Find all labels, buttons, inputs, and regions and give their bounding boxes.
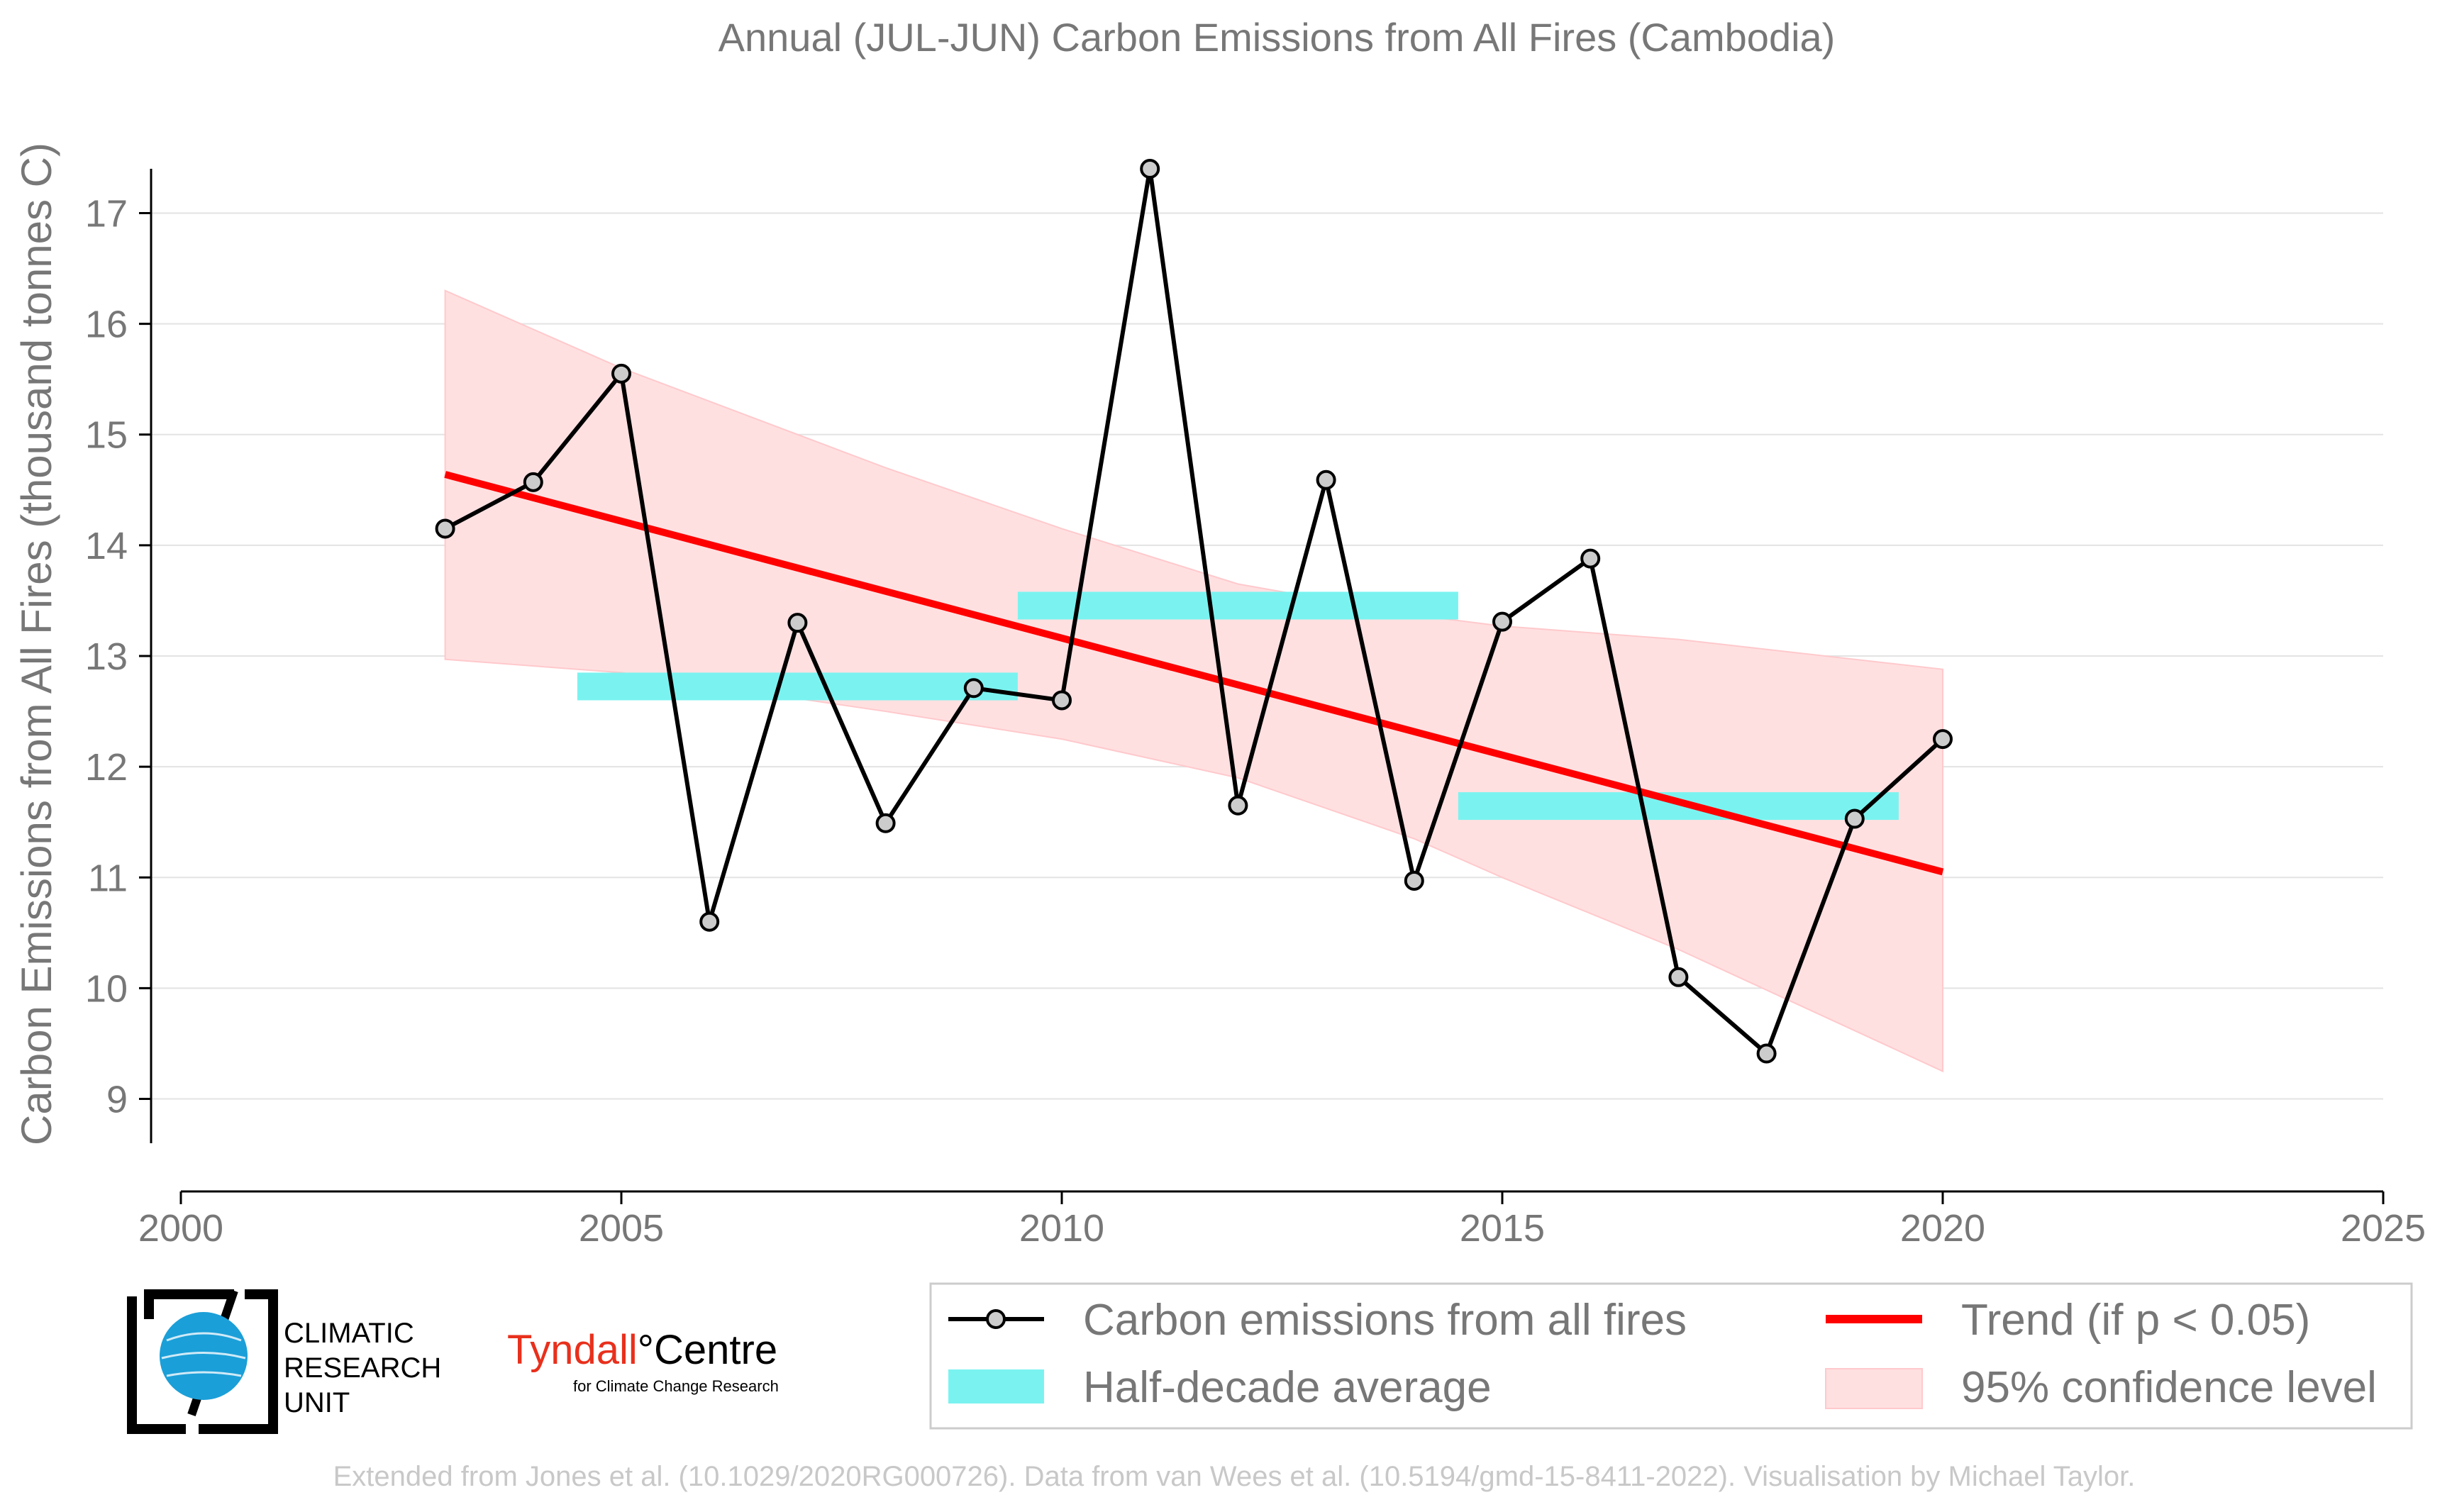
svg-text:Tyndall°Centre: Tyndall°Centre [507, 1327, 777, 1373]
data-point-2006 [699, 911, 720, 932]
data-point-2018 [1756, 1043, 1777, 1064]
legend-item-trend: Trend (if p < 0.05) [1826, 1296, 2310, 1345]
trend-line [444, 471, 1944, 876]
cru-logo-text-3: UNIT [284, 1387, 350, 1418]
xtick-label-2020: 2020 [1900, 1207, 1985, 1250]
confidence-band-layer [444, 289, 1943, 1073]
tyndall-name-1: Tyndall [507, 1327, 638, 1373]
ytick-label-15: 15 [85, 414, 128, 457]
y-axis-ticks: 9 10 11 12 13 14 15 16 17 [85, 192, 151, 1121]
data-point-2017 [1668, 967, 1689, 987]
xtick-label-2010: 2010 [1019, 1207, 1104, 1250]
half-decade-band-3 [1458, 792, 1899, 821]
ytick-label-10: 10 [85, 967, 128, 1010]
data-point-2010 [1052, 690, 1072, 711]
legend-item-half-decade: Half-decade average [948, 1363, 1492, 1412]
ytick-label-9: 9 [106, 1079, 128, 1121]
data-point-2003 [435, 518, 455, 539]
data-point-2009 [963, 678, 984, 699]
data-point-2005 [611, 363, 631, 384]
ytick-label-13: 13 [85, 635, 128, 678]
legend-marker-emissions [986, 1309, 1006, 1329]
data-point-2020 [1933, 729, 1953, 750]
legend-label-trend: Trend (if p < 0.05) [1961, 1296, 2310, 1345]
legend-item-emissions: Carbon emissions from all fires [948, 1296, 1687, 1345]
cru-logo-frame [127, 1289, 278, 1434]
ytick-label-17: 17 [85, 192, 128, 235]
emissions-series-layer [435, 159, 1953, 1064]
data-point-2013 [1316, 469, 1336, 490]
data-point-2004 [523, 472, 543, 492]
legend-label-half-decade: Half-decade average [1083, 1363, 1492, 1412]
x-axis-ticks: 2000 2005 2010 2015 2020 2025 [138, 1191, 2426, 1250]
ytick-label-16: 16 [85, 304, 128, 346]
data-point-2016 [1580, 548, 1601, 569]
data-point-2008 [875, 813, 896, 833]
data-point-2011 [1140, 159, 1160, 179]
footer-credit: Extended from Jones et al. (10.1029/2020… [333, 1461, 2136, 1492]
data-point-2007 [787, 613, 808, 633]
cru-logo: CLIMATIC RESEARCH UNIT [127, 1289, 441, 1434]
xtick-label-2025: 2025 [2341, 1207, 2426, 1250]
xtick-label-2015: 2015 [1460, 1207, 1545, 1250]
legend: Carbon emissions from all fires Trend (i… [929, 1282, 2413, 1430]
globe-icon [160, 1312, 248, 1400]
legend-frame [929, 1282, 2413, 1430]
y-axis-label: Carbon Emissions from All Fires (thousan… [13, 143, 60, 1145]
half-decade-layer [577, 591, 1899, 821]
legend-swatch-confidence [1825, 1368, 1923, 1409]
chart-title: Annual (JUL-JUN) Carbon Emissions from A… [719, 15, 1836, 60]
tyndall-tagline: for Climate Change Research [573, 1377, 779, 1395]
cru-logo-text-1: CLIMATIC [284, 1318, 414, 1349]
legend-item-confidence: 95% confidence level [1825, 1363, 2377, 1412]
legend-label-emissions: Carbon emissions from all fires [1083, 1296, 1687, 1345]
legend-swatch-half-decade [948, 1369, 1044, 1403]
data-point-2014 [1404, 870, 1424, 891]
tyndall-name-2: Centre [654, 1327, 777, 1373]
globe-icon-lines [161, 1332, 246, 1377]
half-decade-band-2 [1017, 591, 1458, 620]
ytick-label-11: 11 [88, 857, 128, 899]
tyndall-degree: ° [638, 1327, 654, 1373]
ytick-label-12: 12 [85, 746, 128, 789]
trend-layer [444, 471, 1944, 876]
emissions-line [444, 167, 1945, 1056]
xtick-label-2000: 2000 [138, 1207, 223, 1250]
data-point-2015 [1492, 611, 1512, 632]
data-point-2012 [1228, 795, 1248, 816]
confidence-area [444, 289, 1943, 1073]
legend-label-confidence: 95% confidence level [1961, 1363, 2377, 1412]
xtick-label-2005: 2005 [579, 1207, 664, 1250]
cru-logo-text-2: RESEARCH [284, 1352, 441, 1384]
half-decade-band-1 [577, 672, 1018, 701]
tyndall-logo: Tyndall°Centre for Climate Change Resear… [507, 1327, 779, 1395]
ytick-label-14: 14 [85, 525, 128, 567]
data-point-2019 [1844, 808, 1865, 829]
